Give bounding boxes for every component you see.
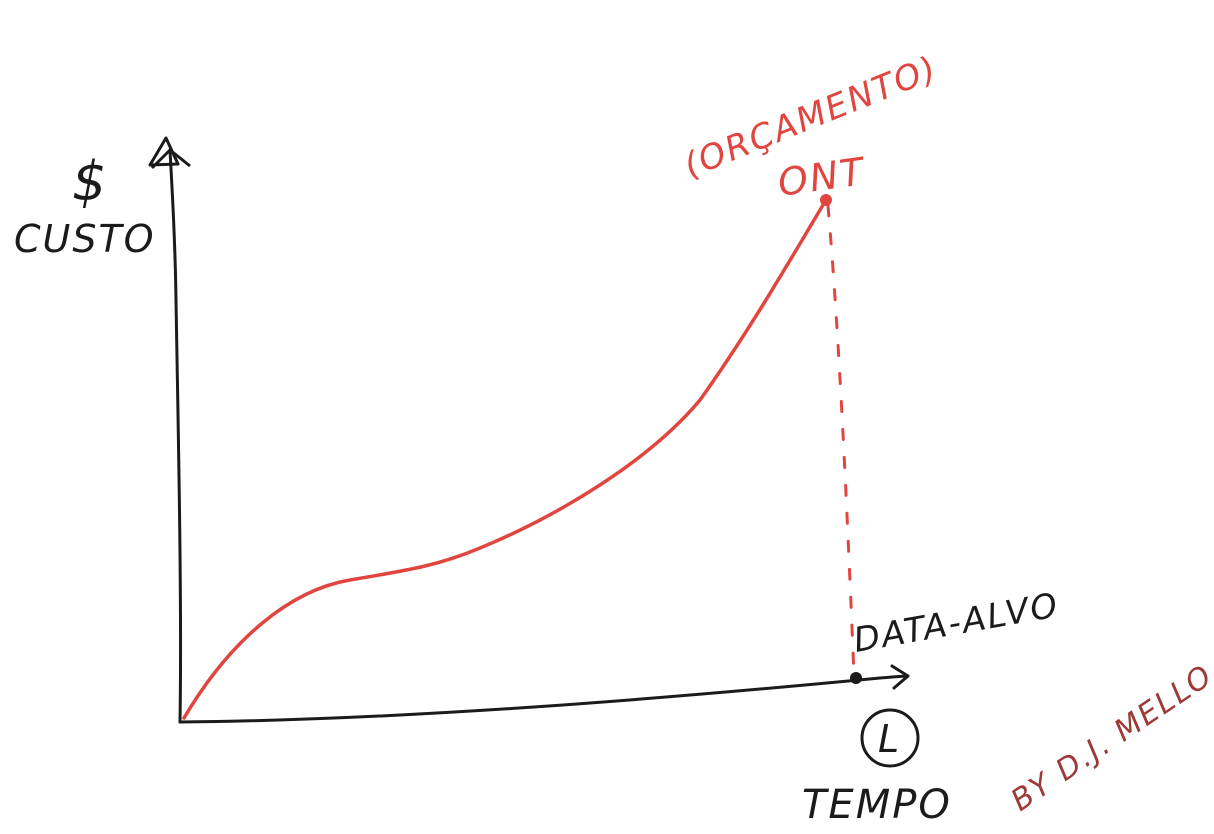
target-drop-line <box>826 204 856 678</box>
y-axis-symbol: $ <box>72 150 108 213</box>
x-axis-marker: L <box>878 717 901 761</box>
cost-curve <box>182 198 828 720</box>
marker-circle <box>860 708 920 768</box>
budget-annotation-line2: ONT <box>775 149 869 205</box>
author-signature: BY D.J. MELLO <box>1005 658 1214 819</box>
y-axis-line <box>168 148 183 724</box>
x-axis-line <box>178 676 882 724</box>
target-date-label: DATA-ALVO <box>851 585 1063 660</box>
x-axis-label: TEMPO <box>802 782 952 828</box>
x-axis-arrow-icon <box>878 664 910 690</box>
budget-point <box>820 194 832 206</box>
target-date-dot <box>850 672 862 684</box>
y-axis-label: CUSTO <box>14 217 156 261</box>
y-axis-arrow-icon <box>148 136 191 170</box>
